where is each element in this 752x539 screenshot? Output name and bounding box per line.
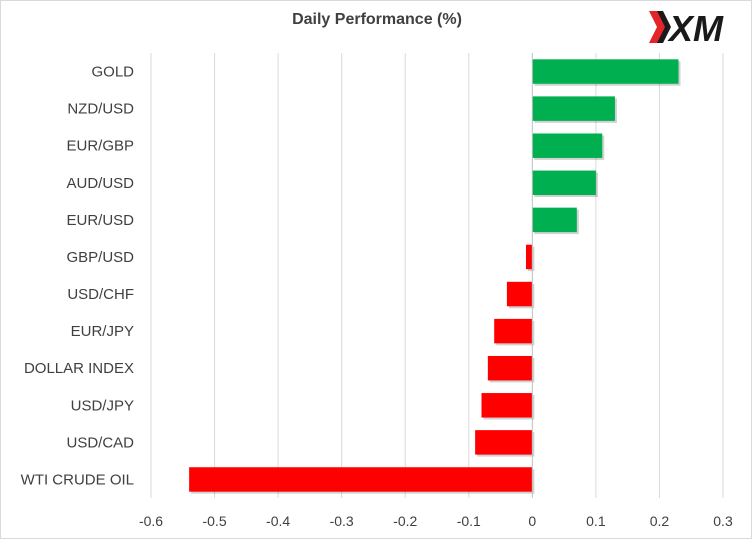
category-label: USD/CAD <box>66 434 134 451</box>
x-tick-label: -0.2 <box>393 513 417 529</box>
x-tick-label: 0.2 <box>650 513 670 529</box>
category-labels: GOLD NZD/USD EUR/GBP AUD/USD EUR/USD GBP/USD U… <box>21 64 135 489</box>
x-tick-label: 0 <box>528 513 536 529</box>
bar <box>532 170 596 196</box>
logo-text: XM <box>667 8 724 47</box>
category-label: GBP/USD <box>66 249 134 266</box>
category-label: AUD/USD <box>66 175 134 192</box>
category-label: USD/JPY <box>71 397 134 414</box>
x-tick-labels: -0.6 -0.5 -0.4 -0.3 -0.2 -0.1 0 0.1 0.2 0.3 <box>139 513 733 529</box>
x-tick-label: 0.3 <box>713 513 733 529</box>
category-label: DOLLAR INDEX <box>24 360 134 377</box>
bar <box>532 133 603 158</box>
logo-dark-chevron <box>657 11 671 43</box>
bar <box>532 207 577 233</box>
bar <box>189 467 533 492</box>
bar <box>532 96 615 121</box>
x-tick-label: -0.3 <box>330 513 354 529</box>
bar <box>532 59 679 84</box>
bars <box>189 59 681 494</box>
bar <box>525 244 533 270</box>
category-label: USD/CHF <box>67 286 134 303</box>
category-label: NZD/USD <box>67 101 134 118</box>
category-label: EUR/JPY <box>71 323 134 340</box>
bar <box>481 393 533 418</box>
xm-logo: XM <box>649 8 724 47</box>
bar <box>475 430 533 455</box>
x-tick-label: -0.4 <box>266 513 290 529</box>
bar <box>506 281 533 307</box>
x-tick-label: -0.6 <box>139 513 163 529</box>
chart-title: Daily Performance (%) <box>292 11 462 28</box>
category-label: EUR/GBP <box>66 138 134 155</box>
x-tick-label: 0.1 <box>586 513 606 529</box>
category-label: WTI CRUDE OIL <box>21 471 134 488</box>
gridlines <box>150 53 724 498</box>
x-tick-label: -0.5 <box>202 513 226 529</box>
bar <box>494 318 533 344</box>
category-label: EUR/USD <box>66 212 134 229</box>
bar <box>487 355 533 381</box>
x-tick-label: -0.1 <box>457 513 481 529</box>
category-label: GOLD <box>91 64 134 81</box>
